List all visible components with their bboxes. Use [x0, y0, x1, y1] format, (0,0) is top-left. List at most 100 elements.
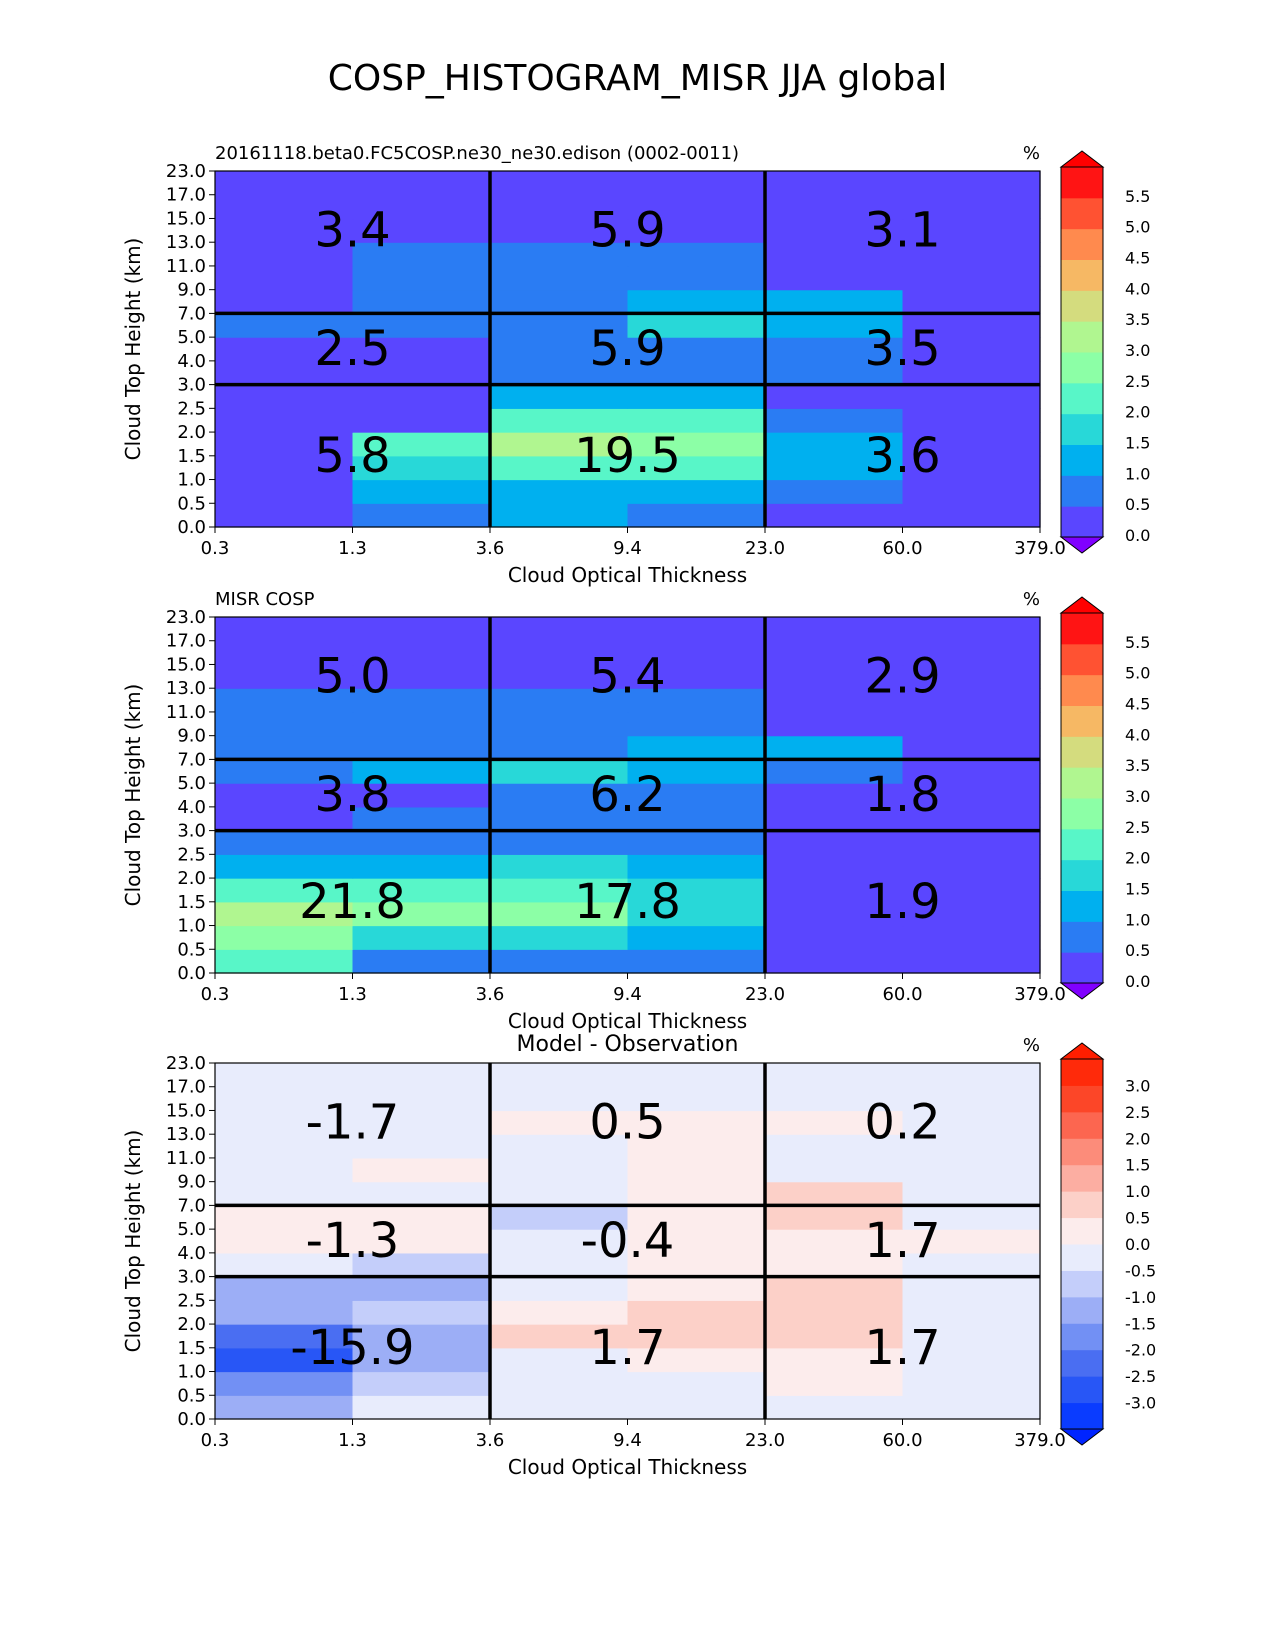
- heatmap-cell: [902, 949, 1041, 974]
- heatmap-cell: [215, 1395, 354, 1420]
- colorbar-segment: [1061, 1217, 1103, 1245]
- heatmap-cell: [352, 242, 491, 267]
- heatmap-cell: [627, 925, 766, 950]
- heatmap-cell: [215, 925, 354, 950]
- colorbar: -3.0 -2.5 -2.0 -1.5 -1.0 -0.5 0.0 0.5 1.0 1.5 2.0 2…: [1059, 1042, 1156, 1446]
- y-tick-label: 1.5: [177, 892, 206, 913]
- colorbar-segment: [1061, 1349, 1103, 1377]
- colorbar-segment: [1061, 259, 1103, 291]
- y-tick-label: 2.0: [177, 1314, 206, 1335]
- heatmap-cells: [215, 617, 1041, 974]
- heatmap-cell: [627, 949, 766, 974]
- heatmap-cell: [490, 432, 629, 457]
- heatmap-cell: [490, 289, 629, 314]
- heatmap-cell: [215, 1276, 354, 1301]
- colorbar-label: 0.5: [1125, 1209, 1150, 1228]
- colorbar-segment: [1061, 828, 1103, 861]
- colorbar-segment: [1061, 1244, 1103, 1271]
- y-tick-label: 11.0: [166, 1148, 206, 1169]
- heatmap-cell: [352, 1300, 491, 1325]
- heatmap-cell: [765, 925, 904, 950]
- colorbar-label: 3.0: [1125, 1076, 1150, 1095]
- colorbar-segment: [1061, 613, 1103, 645]
- colorbar-over-triangle: [1059, 150, 1105, 168]
- heatmap-cell: [627, 854, 766, 879]
- box-total-label: -1.7: [306, 1094, 400, 1150]
- box-total-label: 5.9: [589, 202, 665, 258]
- heatmap-cell: [627, 1157, 766, 1183]
- colorbar-segment: [1061, 1085, 1103, 1113]
- heatmap-cell: [765, 313, 904, 338]
- heatmap-cell: [352, 360, 491, 386]
- colorbar-label: 1.0: [1125, 464, 1150, 483]
- heatmap-cell: [902, 878, 1041, 903]
- heatmap-cell: [215, 1086, 354, 1112]
- heatmap-cell: [627, 265, 766, 291]
- box-total-label: -1.3: [306, 1213, 400, 1269]
- heatmap-cell: [627, 806, 766, 832]
- heatmap-cell: [627, 432, 766, 457]
- heatmap-cell: [902, 265, 1041, 291]
- heatmap-cell: [352, 171, 491, 196]
- heatmap-cell: [490, 1157, 629, 1183]
- heatmap-cell: [627, 479, 766, 504]
- x-tick-label: 0.3: [201, 984, 230, 1005]
- heatmap-cell: [352, 455, 491, 481]
- heatmap-cell: [902, 1134, 1041, 1159]
- heatmap-cell: [902, 1110, 1041, 1135]
- heatmap-cell: [490, 265, 629, 291]
- heatmap-cell: [490, 1134, 629, 1159]
- x-tick-label: 3.6: [476, 1430, 505, 1451]
- heatmap-cell: [215, 854, 354, 879]
- y-axis-label: Cloud Top Height (km): [121, 684, 145, 907]
- heatmap-cell: [627, 313, 766, 338]
- heatmap-cell: [352, 640, 491, 666]
- heatmap-cell: [765, 384, 904, 409]
- colorbar-segment: [1061, 1111, 1103, 1139]
- heatmap-cell: [215, 688, 354, 713]
- y-tick-label: 17.0: [166, 185, 206, 206]
- heatmap-cell: [627, 455, 766, 481]
- heatmap-cell: [215, 1347, 354, 1373]
- heatmap-cell: [490, 218, 629, 243]
- box-total-label: 6.2: [589, 767, 665, 823]
- y-tick-label: 1.0: [177, 1362, 206, 1383]
- heatmap-cell: [627, 735, 766, 760]
- heatmap-cell: [352, 1324, 491, 1349]
- x-tick-label: 1.3: [338, 984, 367, 1005]
- heatmap-cell: [902, 925, 1041, 950]
- heatmap-cell: [215, 783, 354, 808]
- heatmap-cell: [765, 432, 904, 457]
- heatmap-cell: [765, 1276, 904, 1301]
- heatmap-cell: [215, 806, 354, 832]
- box-total-label: 2.9: [864, 648, 940, 704]
- heatmap-cell: [352, 1371, 491, 1396]
- heatmap-cell: [352, 289, 491, 314]
- colorbar: 0.0 0.5 1.0 1.5 2.0 2.5 3.0 3.5 4.0 4.5 5.0 5.5: [1059, 596, 1150, 1000]
- x-tick-label: 9.4: [613, 538, 642, 559]
- colorbar-label: 1.5: [1125, 1156, 1150, 1175]
- heatmap-cell: [215, 218, 354, 243]
- colorbar-segment: [1061, 952, 1103, 984]
- heatmap-cell: [490, 878, 629, 903]
- y-tick-label: 5.0: [177, 327, 206, 348]
- heatmap-cell: [902, 735, 1041, 760]
- heatmap-cell: [215, 1134, 354, 1159]
- heatmap-cell: [490, 171, 629, 196]
- colorbar-segment: [1061, 859, 1103, 891]
- colorbar-segment: [1061, 921, 1103, 953]
- panel-title: Model - Observation: [517, 1032, 739, 1057]
- colorbar-segment: [1061, 705, 1103, 737]
- heatmap-cell: [902, 1276, 1041, 1301]
- heatmap-cell: [215, 1300, 354, 1325]
- heatmap-cell: [215, 1229, 354, 1254]
- figure-title: COSP_HISTOGRAM_MISR JJA global: [327, 58, 948, 99]
- heatmap-cell: [627, 360, 766, 386]
- heatmap-cell: [352, 617, 491, 642]
- colorbar-label: 5.5: [1125, 187, 1150, 206]
- colorbar-frame: [1060, 1058, 1104, 1430]
- y-tick-label: 1.0: [177, 470, 206, 491]
- heatmap-cell: [352, 878, 491, 903]
- colorbar-label: -1.5: [1125, 1314, 1156, 1333]
- colorbar-under-triangle: [1059, 1428, 1105, 1446]
